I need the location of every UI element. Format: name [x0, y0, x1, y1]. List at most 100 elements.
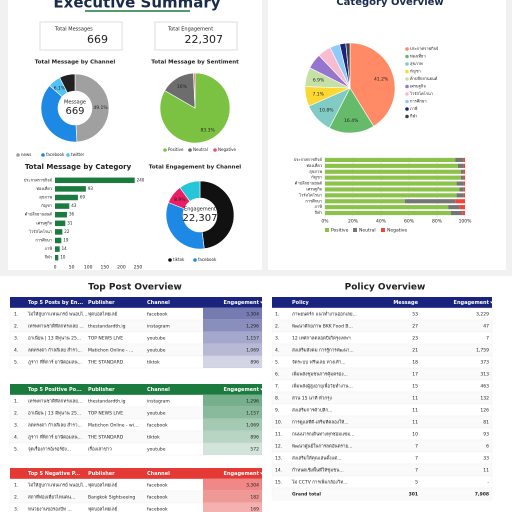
slice-label: 6.9%	[313, 78, 325, 84]
bar-segment	[325, 169, 461, 174]
table-cell: 4.	[14, 348, 18, 354]
table-header	[10, 468, 262, 479]
y-tick-label: ประกาศราชกิจจ์	[24, 177, 52, 182]
table-cell: 4.	[275, 348, 279, 354]
table-cell: 3,229	[476, 312, 489, 318]
legend-label: การศึกษา	[410, 99, 427, 104]
y-tick-label: ไวรัสโคโรนา	[298, 192, 322, 197]
legend-swatch	[405, 54, 409, 59]
x-tick-label: 200	[117, 265, 126, 271]
bar	[55, 211, 67, 218]
y-tick-label: ท่องเที่ยว	[306, 163, 322, 168]
y-tick-label: ภาษี	[314, 204, 322, 209]
legend-label: กัญชา	[410, 69, 421, 74]
legend-label: ภาษี	[410, 106, 418, 111]
table-cell: พัฒนาศักยภาพ BKK Food B...	[292, 324, 353, 330]
bar-segment	[456, 181, 464, 186]
table-cell: 11	[483, 468, 489, 474]
column-header: Top 5 Posts by En...	[28, 300, 83, 306]
slice-label: 6.1%	[54, 85, 66, 91]
table-cell: ฟุตบอลไทยเลย์	[88, 482, 118, 489]
x-tick-label: 0%	[321, 219, 329, 225]
kpi-label: Total Messages	[54, 27, 93, 33]
table-cell: 896	[250, 360, 259, 366]
table-cell: THE STANDARD	[87, 360, 124, 366]
bar	[55, 194, 78, 201]
table-cell: Grand total	[292, 492, 321, 498]
bar-segment	[325, 210, 451, 216]
slice-label: 83.3%	[200, 127, 215, 133]
bar-segment	[325, 205, 449, 210]
engagement-cell	[203, 419, 262, 431]
legend-swatch	[381, 228, 385, 232]
bar	[55, 186, 86, 192]
table-cell: instagram	[147, 399, 170, 405]
x-tick-label: 40%	[376, 219, 387, 225]
table-cell: 12 เทศกาลตลอดปีเกิดรุงเทพฯ	[292, 336, 351, 342]
slice-label: 10.8%	[319, 108, 334, 114]
bar	[55, 237, 62, 244]
y-tick-label: กัญชา	[311, 175, 322, 180]
x-tick-label: 0	[54, 265, 57, 271]
column-header: Channel	[147, 471, 170, 477]
table-cell: 5.	[275, 360, 279, 366]
table-cell: Matichon Online - ...	[88, 348, 133, 354]
column-header: Policy	[292, 300, 309, 306]
table-header	[10, 384, 262, 395]
column-header: Publisher	[88, 471, 115, 477]
table-cell: 373	[480, 360, 489, 366]
legend-label: เศรษฐกิจ	[410, 84, 426, 89]
table-cell: 14.	[275, 468, 282, 474]
table-row	[9, 355, 263, 369]
table-cell: ภูราา ที่พิการ์ ยานีตอมลน...	[28, 359, 82, 366]
value-label: 14	[62, 246, 68, 251]
table-cell: เรื่องเล่าข่าว	[88, 446, 112, 453]
table-cell: 53	[412, 312, 418, 318]
legend-label: Positive	[168, 147, 184, 152]
table-cell: 1.	[275, 312, 279, 318]
table-cell: 15.	[275, 480, 282, 486]
table-cell: ไม่ให้สูบกาแฟนเกรย์ พนอบไ...	[27, 482, 87, 489]
column-header: Top 5 Positive Po...	[28, 387, 82, 393]
x-tick-label: 60%	[404, 219, 415, 225]
table-cell: 13.	[275, 456, 282, 462]
table-cell: 1.	[14, 312, 18, 318]
chart-title: Total Message by Channel	[35, 60, 116, 66]
engagement-cell	[203, 479, 262, 491]
bar-segment	[448, 205, 460, 210]
legend-swatch	[353, 228, 357, 232]
engagement-cell	[203, 308, 262, 320]
table-cell: 7	[415, 468, 418, 474]
chart-title: Total Message by Category	[25, 163, 132, 171]
legend-label: ประกาศราชกิจจ์	[410, 46, 438, 51]
engagement-cell	[203, 443, 262, 455]
engagement-cell	[203, 503, 262, 512]
bar-segment	[325, 187, 460, 192]
table-cell: 3,304	[246, 312, 259, 318]
kpi-label: Total Engagement	[167, 27, 213, 33]
table-cell: 896	[250, 435, 259, 441]
table-cell: 11	[412, 396, 418, 402]
value-label: 36	[69, 212, 75, 217]
column-header: Publisher	[88, 300, 115, 306]
table-cell: 11	[412, 420, 418, 426]
column-header: Engagement	[224, 387, 260, 393]
column-header: Engagement	[454, 300, 490, 306]
bar-segment	[458, 163, 464, 168]
legend-swatch	[405, 77, 409, 81]
bar-segment	[460, 175, 464, 180]
table-cell: สวน 15 นาที ทั่วกรุง	[292, 395, 332, 402]
table-cell: 9.	[275, 408, 279, 414]
bar-segment	[459, 187, 464, 192]
table-cell: 47	[483, 324, 489, 330]
slice-label: 41.2%	[374, 77, 389, 83]
center-label: Engagement	[184, 207, 216, 213]
table-cell: 11	[412, 408, 418, 414]
kpi-box	[39, 21, 123, 51]
bar-segment	[463, 163, 465, 168]
table-cell: 1,296	[246, 399, 259, 405]
pie-slice	[345, 42, 351, 89]
table-row	[9, 502, 263, 512]
table-cell: THE STANDARD	[87, 435, 124, 441]
bar-segment	[456, 193, 464, 198]
